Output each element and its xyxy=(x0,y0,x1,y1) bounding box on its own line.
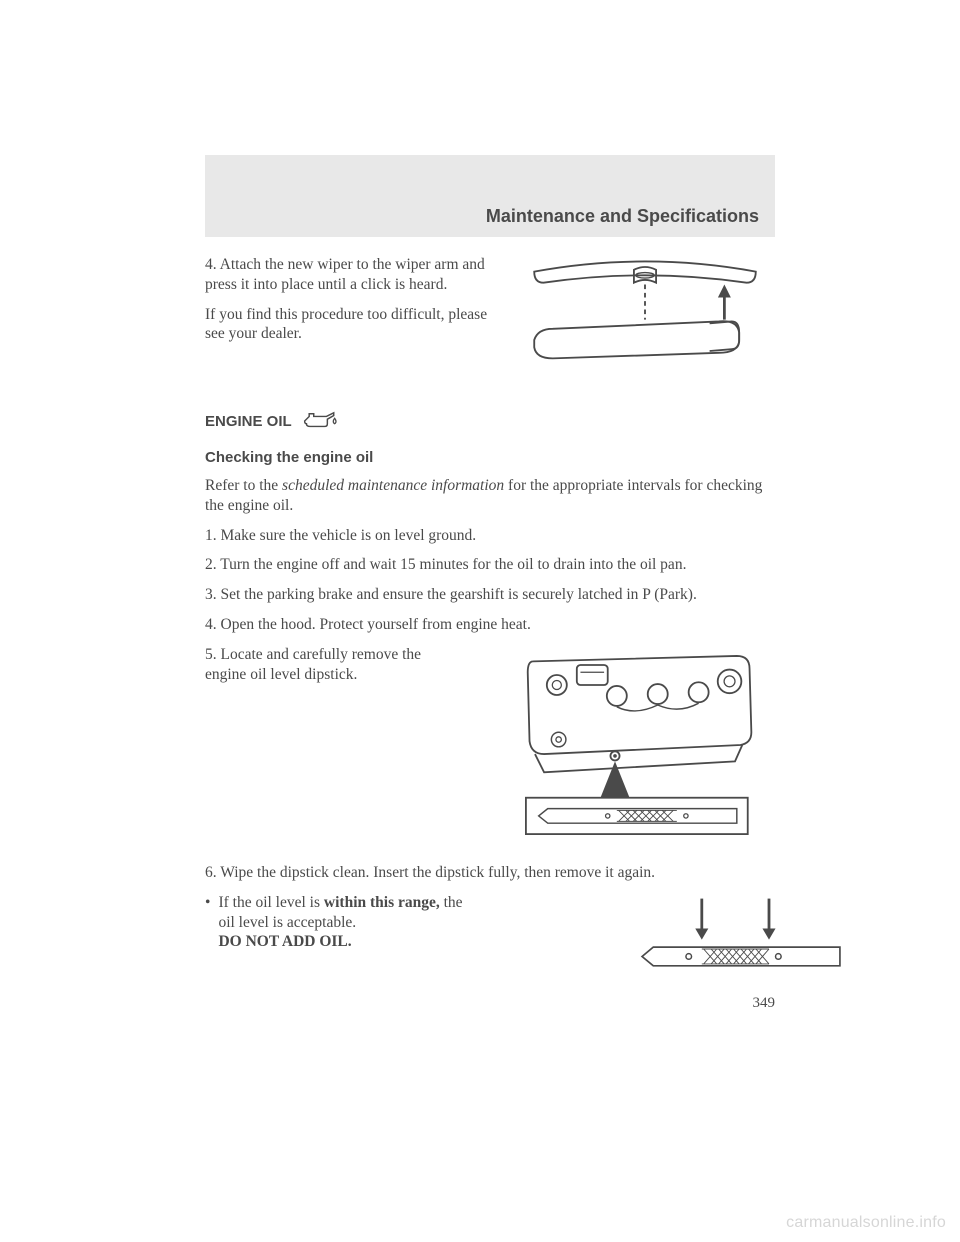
oil-intro-italic: scheduled maintenance information xyxy=(282,477,504,494)
oil-step-5: 5. Locate and carefully remove the engin… xyxy=(205,645,455,685)
step5-text: 5. Locate and carefully remove the engin… xyxy=(205,645,455,695)
engine-figure xyxy=(495,645,775,845)
engine-oil-label: ENGINE OIL xyxy=(205,413,292,430)
oil-intro: Refer to the scheduled maintenance infor… xyxy=(205,476,775,516)
bullet-marker: • xyxy=(205,893,210,952)
wiper-note: If you find this procedure too difficult… xyxy=(205,305,499,345)
oil-intro-pre: Refer to the xyxy=(205,477,282,494)
checking-oil-subheading: Checking the engine oil xyxy=(205,449,775,466)
bullet-pre: If the oil level is xyxy=(218,894,323,911)
bullet-row-wrap: • If the oil level is within this range,… xyxy=(205,893,775,977)
oil-step-2: 2. Turn the engine off and wait 15 minut… xyxy=(205,555,775,575)
wiper-row: 4. Attach the new wiper to the wiper arm… xyxy=(205,255,775,375)
oil-step-3: 3. Set the parking brake and ensure the … xyxy=(205,585,775,605)
manual-page: Maintenance and Specifications 4. Attach… xyxy=(0,0,960,1012)
wiper-text-col: 4. Attach the new wiper to the wiper arm… xyxy=(205,255,499,375)
step5-row: 5. Locate and carefully remove the engin… xyxy=(205,645,775,845)
wiper-step-4: 4. Attach the new wiper to the wiper arm… xyxy=(205,255,499,295)
bullet-bold-1: within this range, xyxy=(324,894,440,911)
page-number: 349 xyxy=(205,995,775,1012)
oil-step-6: 6. Wipe the dipstick clean. Insert the d… xyxy=(205,863,775,883)
header-bar: Maintenance and Specifications xyxy=(205,155,775,237)
dipstick-range-figure xyxy=(621,893,861,977)
oil-step-1: 1. Make sure the vehicle is on level gro… xyxy=(205,526,775,546)
oil-can-icon xyxy=(302,411,340,431)
watermark: carmanualsonline.info xyxy=(786,1214,946,1232)
oil-step-4: 4. Open the hood. Protect yourself from … xyxy=(205,615,775,635)
wiper-figure xyxy=(515,255,775,375)
engine-oil-heading: ENGINE OIL xyxy=(205,411,775,431)
bullet-text: If the oil level is within this range, t… xyxy=(218,893,465,952)
bullet-item: • If the oil level is within this range,… xyxy=(205,893,465,952)
bullet-bold-2: DO NOT ADD OIL. xyxy=(218,933,351,950)
section-title: Maintenance and Specifications xyxy=(486,206,759,227)
